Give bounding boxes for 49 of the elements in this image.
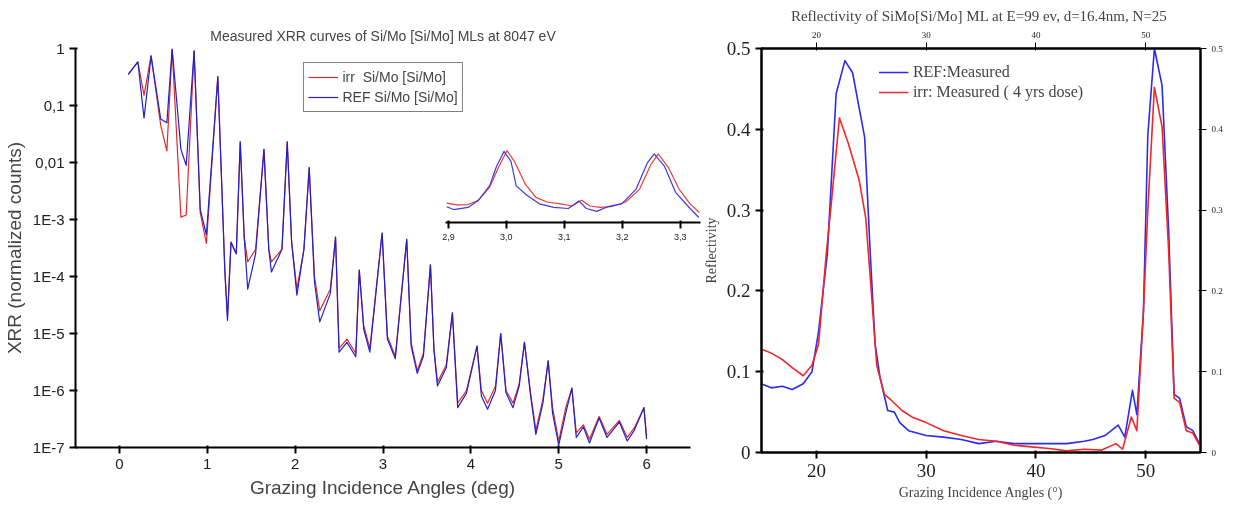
x-axis-title: Grazing Incidence Angles (deg) xyxy=(249,476,516,498)
x-tick-label: 0 xyxy=(115,454,124,472)
y-axis-title: XRR (normalized counts) xyxy=(3,141,25,355)
y2-tick-label: 0.1 xyxy=(1211,366,1223,377)
y-tick-label: 0.5 xyxy=(726,38,751,59)
y-tick-label: 1E-5 xyxy=(32,325,65,342)
x-axis-title: Grazing Incidence Angles (°) xyxy=(898,484,1063,501)
legend-label: irr Si/Mo [Si/Mo] xyxy=(342,69,446,85)
x-tick-label: 30 xyxy=(916,459,936,481)
x-tick-label: 3,3 xyxy=(673,231,687,242)
y-tick-label: 0.3 xyxy=(726,199,751,221)
y-tick-label: 1 xyxy=(56,40,65,57)
x2-tick-label: 30 xyxy=(921,29,932,40)
y-tick-label: 1E-6 xyxy=(32,382,65,399)
x2-tick-label: 50 xyxy=(1141,29,1151,40)
chart-title: Reflectivity of SiMo[Si/Mo] ML at E=99 ev, d=16.4nm, N=25 xyxy=(790,7,1167,24)
y-tick-label: 0,1 xyxy=(43,97,65,114)
x-tick-label: 3,2 xyxy=(616,231,629,242)
x-tick-label: 1 xyxy=(203,454,212,472)
y2-tick-label: 0.4 xyxy=(1211,124,1224,135)
y2-tick-label: 0.3 xyxy=(1211,205,1224,216)
legend-label: REF:Measured xyxy=(912,63,1010,81)
legend-label: REF Si/Mo [Si/Mo] xyxy=(342,89,458,105)
y2-tick-label: 0 xyxy=(1211,447,1217,458)
x-tick-label: 3 xyxy=(378,454,388,472)
y-tick-label: 1E-3 xyxy=(32,211,65,228)
y-tick-label: 0.1 xyxy=(726,361,751,383)
y-tick-label: 1E-4 xyxy=(32,268,65,285)
x-tick-label: 20 xyxy=(806,459,826,481)
x-tick-label: 40 xyxy=(1026,459,1046,481)
y2-tick-label: 0.5 xyxy=(1211,43,1224,54)
y-tick-label: 0.4 xyxy=(726,118,751,140)
x2-tick-label: 20 xyxy=(811,29,822,40)
legend-label: irr: Measured ( 4 yrs dose) xyxy=(912,83,1084,101)
y-axis-title: Reflectivity xyxy=(703,217,719,284)
x-tick-label: 3,1 xyxy=(558,231,571,242)
x-tick-label: 3,0 xyxy=(500,231,513,242)
x-tick-label: 5 xyxy=(554,454,563,472)
y2-tick-label: 0.2 xyxy=(1211,285,1223,296)
y-tick-label: 1E-7 xyxy=(32,439,65,456)
x-tick-label: 50 xyxy=(1136,459,1156,481)
x2-tick-label: 40 xyxy=(1031,29,1041,40)
chart-title: Measured XRR curves of Si/Mo [Si/Mo] MLs at 8047 eV xyxy=(210,27,557,44)
y-tick-label: 0,01 xyxy=(35,154,65,171)
y-tick-label: 0.2 xyxy=(726,280,751,302)
x-tick-label: 6 xyxy=(642,454,651,472)
x-tick-label: 2 xyxy=(290,454,300,472)
x-tick-label: 4 xyxy=(466,454,476,472)
x-tick-label: 2,9 xyxy=(442,231,455,242)
